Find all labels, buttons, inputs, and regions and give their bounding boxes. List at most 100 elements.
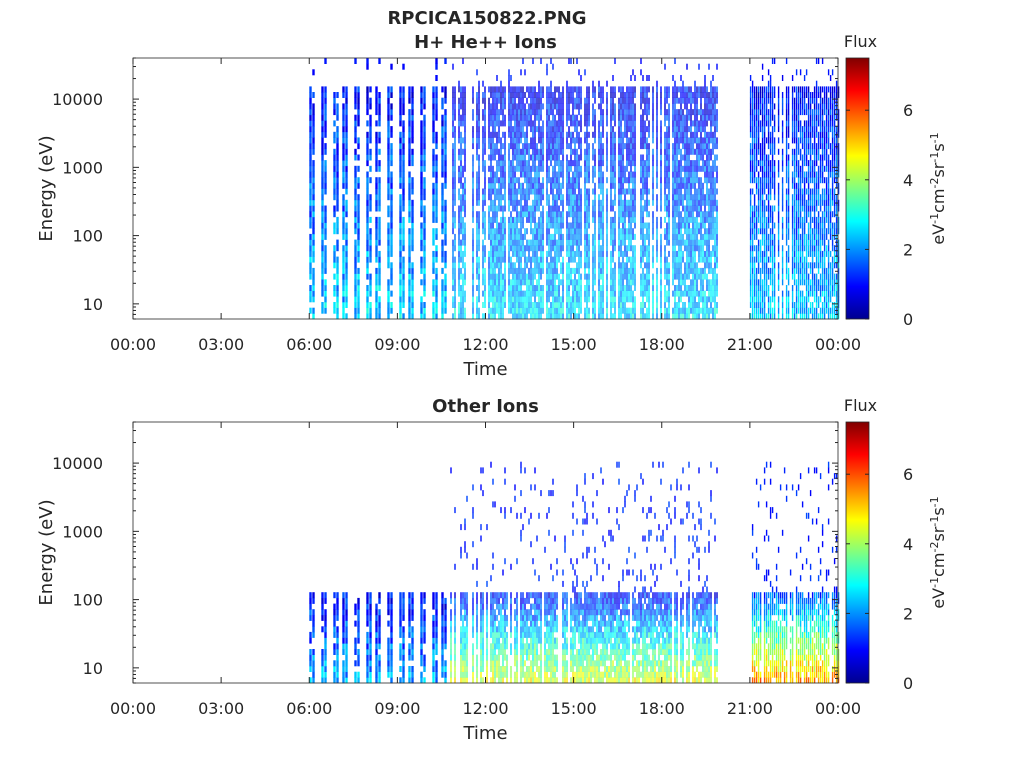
- heatmap-cell: [592, 273, 594, 280]
- heatmap-cell: [498, 194, 500, 201]
- heatmap-cell: [420, 194, 423, 201]
- heatmap-cell: [312, 165, 315, 172]
- heatmap-cell: [600, 171, 602, 178]
- heatmap-cell: [452, 285, 454, 291]
- heatmap-cell: [630, 296, 632, 303]
- heatmap-cell: [684, 307, 686, 314]
- heatmap-cell: [576, 228, 578, 235]
- heatmap-cell: [751, 285, 754, 291]
- heatmap-cell: [576, 239, 578, 246]
- heatmap-cell: [324, 245, 327, 252]
- heatmap-cell: [420, 103, 423, 110]
- heatmap-cell: [584, 307, 586, 314]
- heatmap-cell: [357, 250, 360, 257]
- heatmap-cell: [342, 285, 345, 291]
- heatmap-cell: [570, 273, 572, 280]
- heatmap-cell: [441, 307, 444, 314]
- heatmap-cell: [706, 285, 708, 291]
- heatmap-cell: [602, 114, 604, 121]
- heatmap-cell: [696, 126, 698, 133]
- heatmap-cell: [562, 285, 564, 291]
- heatmap-cell: [560, 245, 562, 252]
- heatmap-cell: [460, 177, 462, 184]
- heatmap-cell: [624, 103, 626, 110]
- heatmap-cell: [488, 267, 490, 274]
- heatmap-cell: [592, 86, 594, 93]
- heatmap-cell: [566, 114, 568, 121]
- heatmap-cell: [642, 165, 644, 172]
- heatmap-cell: [664, 302, 666, 308]
- heatmap-cell: [464, 211, 466, 218]
- heatmap-cell: [500, 194, 502, 201]
- heatmap-cell: [411, 86, 414, 93]
- heatmap-cell: [600, 233, 602, 240]
- heatmap-cell: [342, 245, 345, 252]
- heatmap-cell: [624, 143, 626, 150]
- heatmap-cell: [378, 302, 381, 308]
- heatmap-cell: [704, 143, 706, 150]
- heatmap-cell: [646, 296, 648, 303]
- heatmap-cell: [514, 199, 516, 206]
- heatmap-cell: [345, 165, 348, 172]
- heatmap-cell: [518, 285, 520, 291]
- heatmap-cell: [566, 177, 568, 184]
- heatmap-cell: [642, 194, 644, 201]
- heatmap-cell: [399, 250, 402, 257]
- heatmap-cell: [510, 199, 512, 206]
- heatmap-cell: [534, 256, 536, 263]
- heatmap-cell: [690, 143, 692, 150]
- heatmap-cell: [532, 279, 534, 286]
- heatmap-cell: [390, 143, 393, 150]
- heatmap-cell: [510, 92, 512, 98]
- heatmap-cell: [560, 120, 562, 127]
- heatmap-cell: [532, 137, 534, 144]
- heatmap-cell: [530, 285, 532, 291]
- heatmap-cell: [536, 250, 538, 257]
- heatmap-cell: [749, 154, 752, 161]
- heatmap-cell: [648, 160, 650, 167]
- heatmap-cell: [686, 290, 688, 297]
- heatmap-cell: [634, 267, 636, 274]
- heatmap-cell: [522, 313, 524, 320]
- heatmap-cell: [492, 199, 494, 206]
- heatmap-cell: [568, 114, 570, 121]
- heatmap-cell: [528, 239, 530, 246]
- heatmap-cell: [706, 103, 708, 110]
- heatmap-cell: [584, 148, 586, 155]
- heatmap-cell: [508, 86, 510, 93]
- heatmap-cell: [378, 103, 381, 110]
- heatmap-cell: [500, 165, 502, 172]
- heatmap-cell: [580, 114, 582, 121]
- heatmap-cell: [526, 296, 528, 303]
- heatmap-cell: [452, 211, 454, 218]
- heatmap-cell: [504, 143, 506, 150]
- heatmap-cell: [594, 154, 596, 161]
- heatmap-cell: [423, 262, 426, 269]
- heatmap-cell: [452, 143, 454, 150]
- heatmap-cell: [556, 154, 558, 161]
- heatmap-cell: [514, 114, 516, 121]
- heatmap-cell: [538, 228, 540, 235]
- heatmap-cell: [378, 199, 381, 206]
- heatmap-cell: [516, 86, 518, 93]
- heatmap-cell: [688, 97, 690, 104]
- heatmap-cell: [366, 188, 369, 195]
- heatmap-cell: [454, 211, 456, 218]
- heatmap-cell: [749, 256, 752, 263]
- heatmap-cell: [572, 216, 574, 223]
- heatmap-cell: [600, 290, 602, 297]
- heatmap-cell: [498, 114, 500, 121]
- heatmap-cell: [634, 205, 636, 212]
- heatmap-cell: [666, 148, 668, 155]
- heatmap-cell: [686, 148, 688, 155]
- heatmap-cell: [646, 154, 648, 161]
- heatmap-cell: [690, 228, 692, 235]
- heatmap-cell: [464, 131, 466, 138]
- heatmap-cell: [369, 148, 372, 155]
- heatmap-cell: [504, 296, 506, 303]
- heatmap-cell: [502, 296, 504, 303]
- heatmap-cell: [536, 256, 538, 263]
- heatmap-cell: [522, 211, 524, 218]
- heatmap-cell: [333, 171, 336, 178]
- heatmap-cell: [598, 177, 600, 184]
